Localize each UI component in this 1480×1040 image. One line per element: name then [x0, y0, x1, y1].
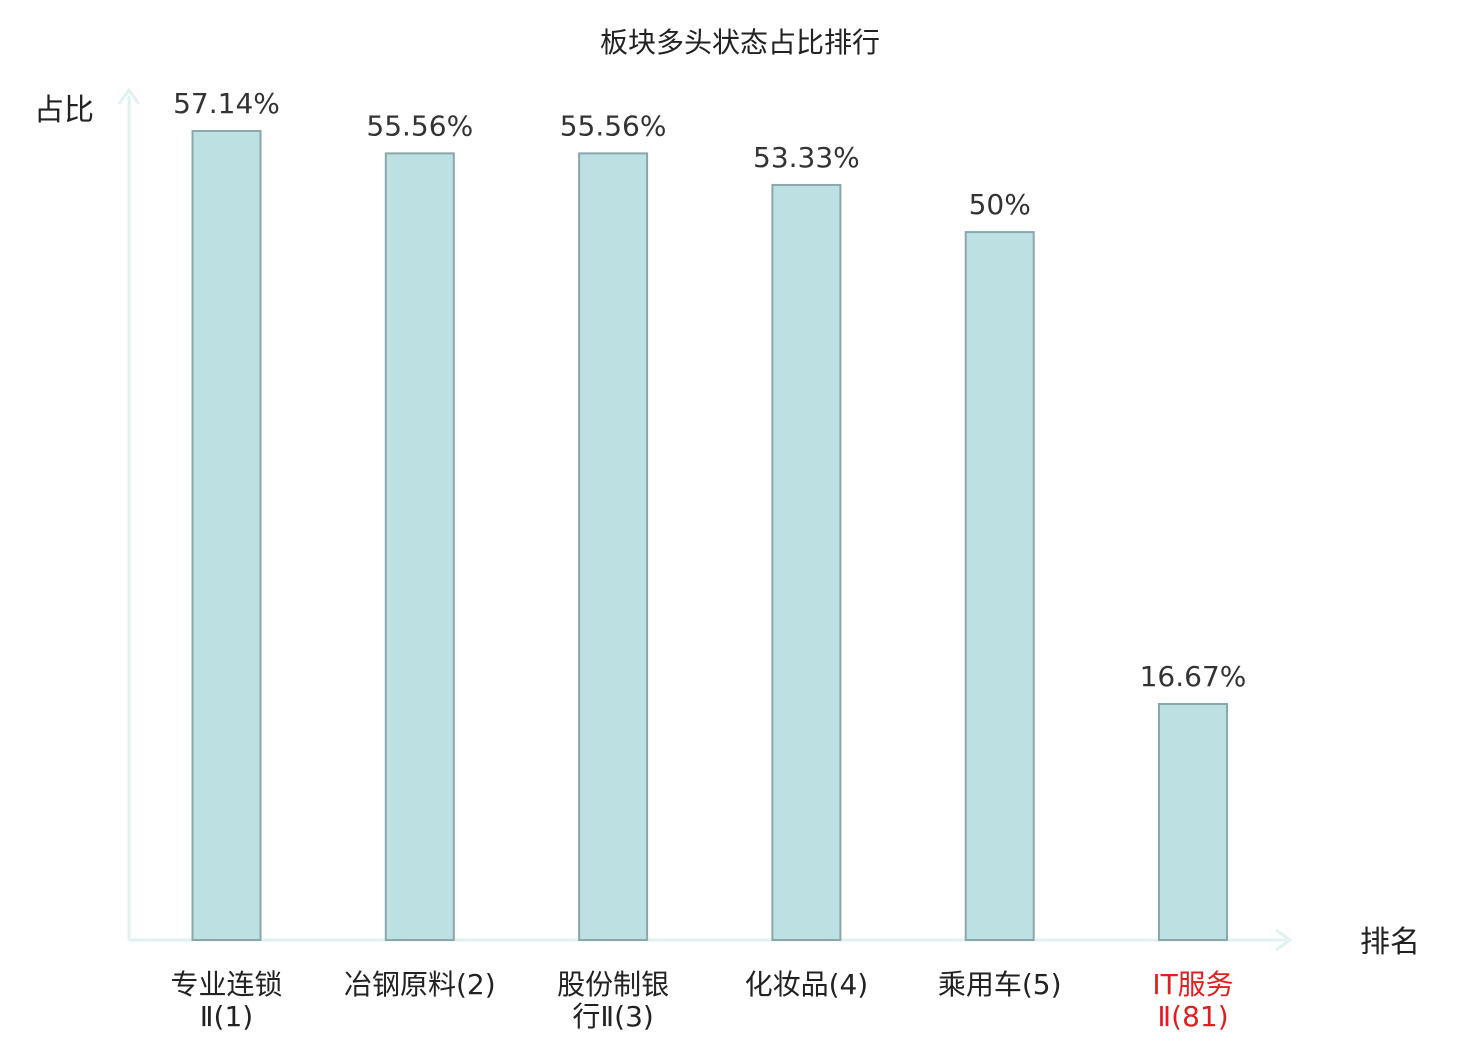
category-label-line: 股份制银 [557, 968, 669, 1001]
category-label-line: Ⅱ(1) [200, 1000, 253, 1033]
bar [384, 152, 455, 941]
category-label: 乘用车(5) [938, 968, 1062, 1001]
bar [578, 152, 649, 941]
bar [964, 231, 1035, 941]
y-axis-arrow-icon [117, 87, 141, 105]
value-label: 16.67% [1140, 660, 1247, 693]
bar [771, 183, 842, 942]
category-labels: 专业连锁 Ⅱ(1) 冶钢原料(2) 股份制银行Ⅱ(3) 化妆品(4) 乘用车(5) IT服务… [170, 968, 1233, 1033]
category-label-line: 冶钢原料(2) [344, 968, 496, 1001]
value-label: 55.56% [366, 109, 473, 142]
category-label-line: 专业连锁 [170, 968, 282, 1001]
category-label: 化妆品(4) [745, 968, 869, 1001]
x-axis-arrow-icon [1275, 928, 1293, 952]
category-label: 股份制银行Ⅱ(3) [557, 968, 669, 1033]
category-label-line: IT服务 [1152, 968, 1233, 1001]
bar-series [191, 130, 1228, 942]
category-label: 专业连锁 Ⅱ(1) [170, 968, 282, 1033]
value-label: 53.33% [753, 141, 860, 174]
value-label: 57.14% [173, 87, 280, 120]
value-label: 55.56% [560, 109, 667, 142]
bar [1158, 702, 1228, 941]
axes [117, 87, 1293, 952]
category-label-line: 化妆品(4) [745, 968, 869, 1001]
bar [191, 130, 262, 941]
category-label-line: 行Ⅱ(3) [572, 1000, 653, 1033]
value-label: 50% [969, 188, 1031, 221]
chart-title: 板块多头状态占比排行 [600, 26, 880, 59]
category-label-line: Ⅱ(81) [1157, 1000, 1228, 1033]
category-label: IT服务 Ⅱ(81) [1152, 968, 1233, 1033]
category-label-line: 乘用车(5) [938, 968, 1062, 1001]
x-axis-label: 排名 [1360, 925, 1420, 960]
value-labels: 57.14% 55.56% 55.56% 53.33% 50% 16.67% [173, 87, 1246, 693]
category-label: 冶钢原料(2) [344, 968, 496, 1001]
y-axis-label: 占比 [34, 93, 94, 128]
